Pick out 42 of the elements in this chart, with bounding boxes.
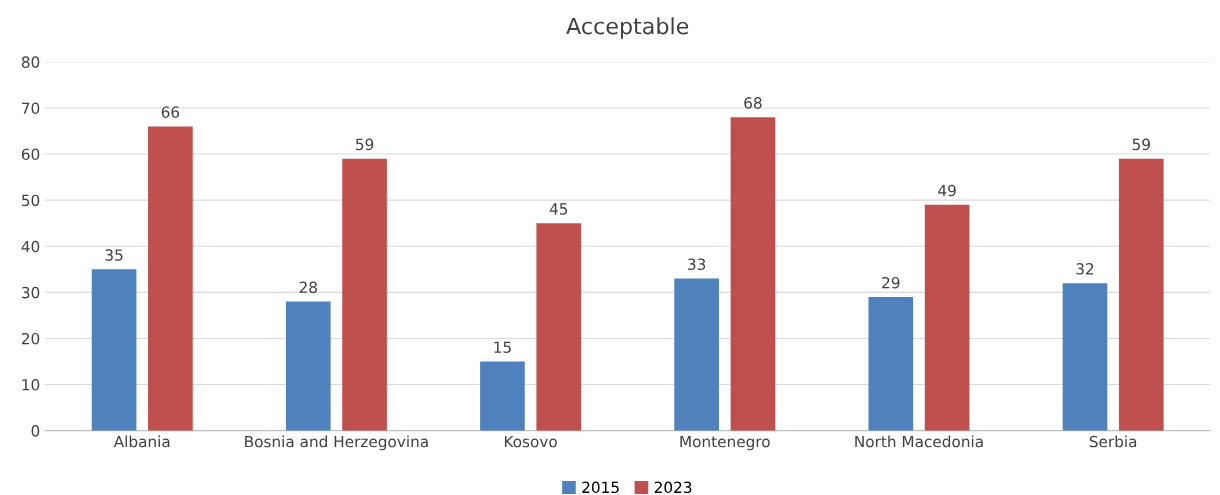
data-label: 59 xyxy=(1132,138,1150,151)
legend-label: 2023 xyxy=(654,481,692,494)
data-label: 68 xyxy=(744,97,762,109)
data-label: 32 xyxy=(1076,263,1094,275)
y-tick-label: 60 xyxy=(21,148,40,161)
bar xyxy=(480,361,525,431)
bar xyxy=(342,158,387,431)
x-tick-label: North Macedonia xyxy=(855,435,983,448)
data-label: 33 xyxy=(688,258,706,271)
bar xyxy=(91,269,137,431)
bar xyxy=(1118,158,1164,431)
bar xyxy=(730,117,776,431)
data-label: 49 xyxy=(938,184,956,197)
legend-label: 2015 xyxy=(582,481,619,494)
bar xyxy=(285,301,331,431)
x-tick-label: Albania xyxy=(113,435,170,448)
bar xyxy=(536,223,582,431)
y-tick-label: 20 xyxy=(21,332,40,345)
data-label: 15 xyxy=(494,341,511,353)
y-tick-label: 70 xyxy=(22,102,40,114)
data-label: 29 xyxy=(882,276,900,289)
data-label: 59 xyxy=(356,138,374,151)
x-tick-label: Bosnia and Herzegovina xyxy=(245,435,428,451)
y-tick-label: 10 xyxy=(22,379,40,391)
y-tick-label: 80 xyxy=(21,56,40,68)
data-label: 28 xyxy=(299,281,317,294)
bar xyxy=(924,204,970,431)
x-tick-label: Serbia xyxy=(1089,435,1137,448)
x-tick-label: Montenegro xyxy=(680,435,770,451)
y-tick-label: 40 xyxy=(21,240,40,253)
y-tick-label: 0 xyxy=(31,425,40,437)
y-tick-label: 50 xyxy=(22,194,40,207)
y-tick-label: 30 xyxy=(22,286,40,299)
data-label: 66 xyxy=(161,106,180,118)
x-tick-label: Kosovo xyxy=(504,435,557,448)
bar xyxy=(1062,283,1108,431)
data-label: 35 xyxy=(105,249,123,261)
data-label: 45 xyxy=(549,203,568,215)
bar xyxy=(868,296,914,431)
chart-title: Acceptable xyxy=(566,17,689,39)
bar xyxy=(674,278,719,431)
bar xyxy=(148,126,193,431)
